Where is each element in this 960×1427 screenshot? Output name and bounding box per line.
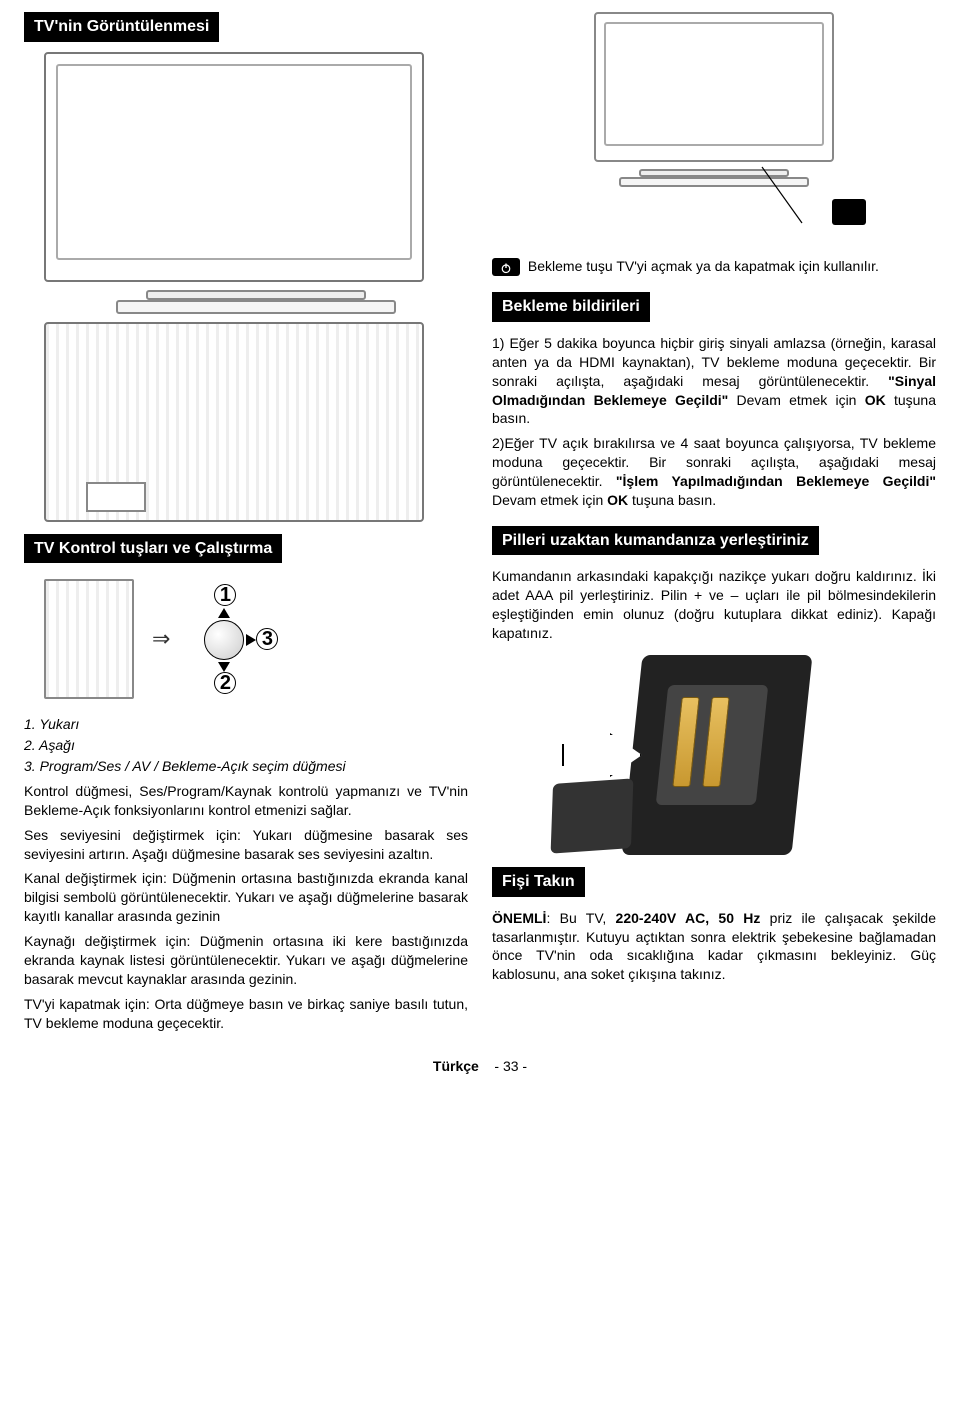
standby-caption-text: Bekleme tuşu TV'yi açmak ya da kapatmak … (528, 258, 879, 274)
battery-illustration (552, 655, 812, 855)
tv-front-illustration (44, 52, 424, 282)
para-volume: Ses seviyesini değiştirmek için: Yukarı … (24, 826, 468, 864)
standby-button-icon (832, 199, 866, 225)
standby-caption: Bekleme tuşu TV'yi açmak ya da kapatmak … (492, 257, 936, 276)
stand-neck-illustration (146, 290, 366, 300)
tv-back-illustration (44, 322, 424, 522)
title-standby-notices: Bekleme bildirileri (492, 292, 650, 322)
stand-base-illustration (116, 300, 396, 314)
tv-side-illustration (44, 579, 134, 699)
para-batteries: Kumandanın arkasındaki kapakçığı nazikçe… (492, 567, 936, 643)
para-poweroff: TV'yi kapatmak için: Orta düğmeye basın … (24, 995, 468, 1033)
label-1: 1 (214, 584, 236, 606)
joystick-illustration: 1 3 2 (188, 584, 278, 694)
title-plug: Fişi Takın (492, 867, 585, 897)
para-channel: Kanal değiştirmek için: Düğmenin ortasın… (24, 869, 468, 926)
para-plug: ÖNEMLİ: Bu TV, 220-240V AC, 50 Hz priz i… (492, 909, 936, 985)
para-control: Kontrol düğmesi, Ses/Program/Kaynak kont… (24, 782, 468, 820)
label-2: 2 (214, 672, 236, 694)
notice-1: 1) Eğer 5 dakika boyunca hiçbir giriş si… (492, 334, 936, 428)
footer-page: - 33 - (494, 1058, 527, 1074)
label-3: 3 (256, 628, 278, 650)
legend-item-1: 1. Yukarı (24, 715, 468, 734)
control-diagram: ⇒ 1 3 2 (44, 579, 468, 699)
legend-item-2: 2. Aşağı (24, 736, 468, 755)
page-footer: Türkçe - 33 - (24, 1057, 936, 1076)
title-batteries: Pilleri uzaktan kumandanıza yerleştirini… (492, 526, 819, 556)
arrow-right-icon: ⇒ (152, 624, 170, 654)
leader-line (552, 163, 812, 233)
left-column: TV'nin Görüntülenmesi TV Kontrol tuşları… (24, 12, 468, 1039)
para-source: Kaynağı değiştirmek için: Düğmenin ortas… (24, 932, 468, 989)
tv-small-illustration (594, 12, 834, 162)
standby-pill-icon (492, 258, 520, 276)
footer-lang: Türkçe (433, 1058, 479, 1074)
legend-item-3: 3. Program/Ses / AV / Bekleme-Açık seçim… (24, 757, 468, 776)
notice-2: 2)Eğer TV açık bırakılırsa ve 4 saat boy… (492, 434, 936, 510)
right-column: Bekleme tuşu TV'yi açmak ya da kapatmak … (492, 12, 936, 1039)
title-tv-view: TV'nin Görüntülenmesi (24, 12, 219, 42)
title-tv-controls: TV Kontrol tuşları ve Çalıştırma (24, 534, 282, 564)
